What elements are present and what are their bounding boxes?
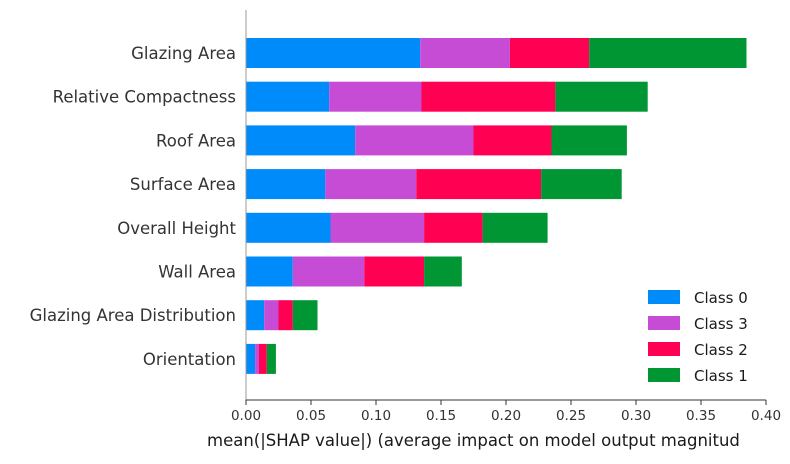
legend-label: Class 0 bbox=[694, 289, 748, 307]
bar-segment-class-1-6 bbox=[292, 300, 318, 331]
feature-label: Glazing Area bbox=[131, 44, 236, 63]
bar-segment-class-0-4 bbox=[246, 212, 331, 243]
bar-segment-class-3-4 bbox=[330, 212, 425, 243]
bars-layer bbox=[246, 38, 747, 374]
x-tick-label: 0.40 bbox=[751, 408, 781, 424]
bar-segment-class-0-2 bbox=[246, 125, 356, 156]
bar-segment-class-0-7 bbox=[246, 343, 256, 374]
bar-segment-class-2-0 bbox=[509, 38, 590, 68]
x-tick-label: 0.05 bbox=[296, 408, 326, 424]
bar-segment-class-2-5 bbox=[364, 256, 425, 287]
feature-labels: Glazing Area Relative Compactness Roof Are… bbox=[30, 44, 237, 369]
legend-swatch-class-1 bbox=[648, 368, 680, 382]
feature-label: Relative Compactness bbox=[53, 88, 236, 107]
feature-label: Glazing Area Distribution bbox=[30, 306, 236, 325]
legend-label: Class 2 bbox=[694, 341, 748, 359]
bar-segment-class-0-1 bbox=[246, 81, 330, 112]
legend: Class 0 Class 3 Class 2 Class 1 bbox=[648, 289, 748, 385]
x-tick-label: 0.35 bbox=[686, 408, 716, 424]
bar-segment-class-2-2 bbox=[473, 125, 552, 156]
bar-segment-class-3-2 bbox=[355, 125, 474, 156]
feature-label: Overall Height bbox=[117, 219, 236, 238]
bar-segment-class-2-4 bbox=[424, 212, 483, 243]
bar-segment-class-1-1 bbox=[555, 81, 648, 112]
x-tick-label: 0.25 bbox=[556, 408, 586, 424]
legend-label: Class 3 bbox=[694, 315, 748, 333]
bar-segment-class-1-4 bbox=[482, 212, 548, 243]
feature-label: Surface Area bbox=[130, 175, 236, 194]
x-tick-label: 0.15 bbox=[426, 408, 456, 424]
legend-label: Class 1 bbox=[694, 367, 748, 385]
bar-segment-class-2-3 bbox=[416, 169, 542, 200]
bar-segment-class-2-1 bbox=[421, 81, 556, 112]
legend-swatch-class-0 bbox=[648, 290, 680, 304]
x-axis-title: mean(|SHAP value|) (average impact on mo… bbox=[207, 431, 740, 450]
bar-segment-class-3-6 bbox=[264, 300, 279, 331]
bar-segment-class-3-0 bbox=[420, 38, 510, 68]
bar-segment-class-0-6 bbox=[246, 300, 265, 331]
legend-swatch-class-3 bbox=[648, 316, 680, 330]
bar-segment-class-3-1 bbox=[329, 81, 422, 112]
bar-segment-class-2-7 bbox=[259, 343, 267, 374]
bar-segment-class-0-0 bbox=[246, 38, 421, 68]
bar-segment-class-1-3 bbox=[541, 169, 622, 200]
x-tick-label: 0.00 bbox=[231, 408, 261, 424]
feature-label: Orientation bbox=[143, 350, 236, 369]
bar-segment-class-1-5 bbox=[424, 256, 462, 287]
x-tick-label: 0.20 bbox=[491, 408, 521, 424]
bar-segment-class-1-0 bbox=[589, 38, 747, 68]
legend-swatch-class-2 bbox=[648, 342, 680, 356]
x-tick-label: 0.30 bbox=[621, 408, 651, 424]
bar-segment-class-3-7 bbox=[255, 343, 259, 374]
bar-segment-class-3-5 bbox=[292, 256, 365, 287]
bar-segment-class-0-3 bbox=[246, 169, 326, 200]
bar-segment-class-0-5 bbox=[246, 256, 293, 287]
bar-segment-class-2-6 bbox=[278, 300, 293, 331]
bar-segment-class-3-3 bbox=[325, 169, 417, 200]
feature-label: Wall Area bbox=[158, 263, 236, 282]
bar-segment-class-1-2 bbox=[551, 125, 627, 156]
feature-label: Roof Area bbox=[156, 131, 236, 150]
x-tick-label: 0.10 bbox=[361, 408, 391, 424]
x-axis-ticks: 0.00 0.05 0.10 0.15 0.20 0.25 0.30 0.35 0.40 bbox=[231, 400, 781, 424]
bar-segment-class-1-7 bbox=[266, 343, 276, 374]
